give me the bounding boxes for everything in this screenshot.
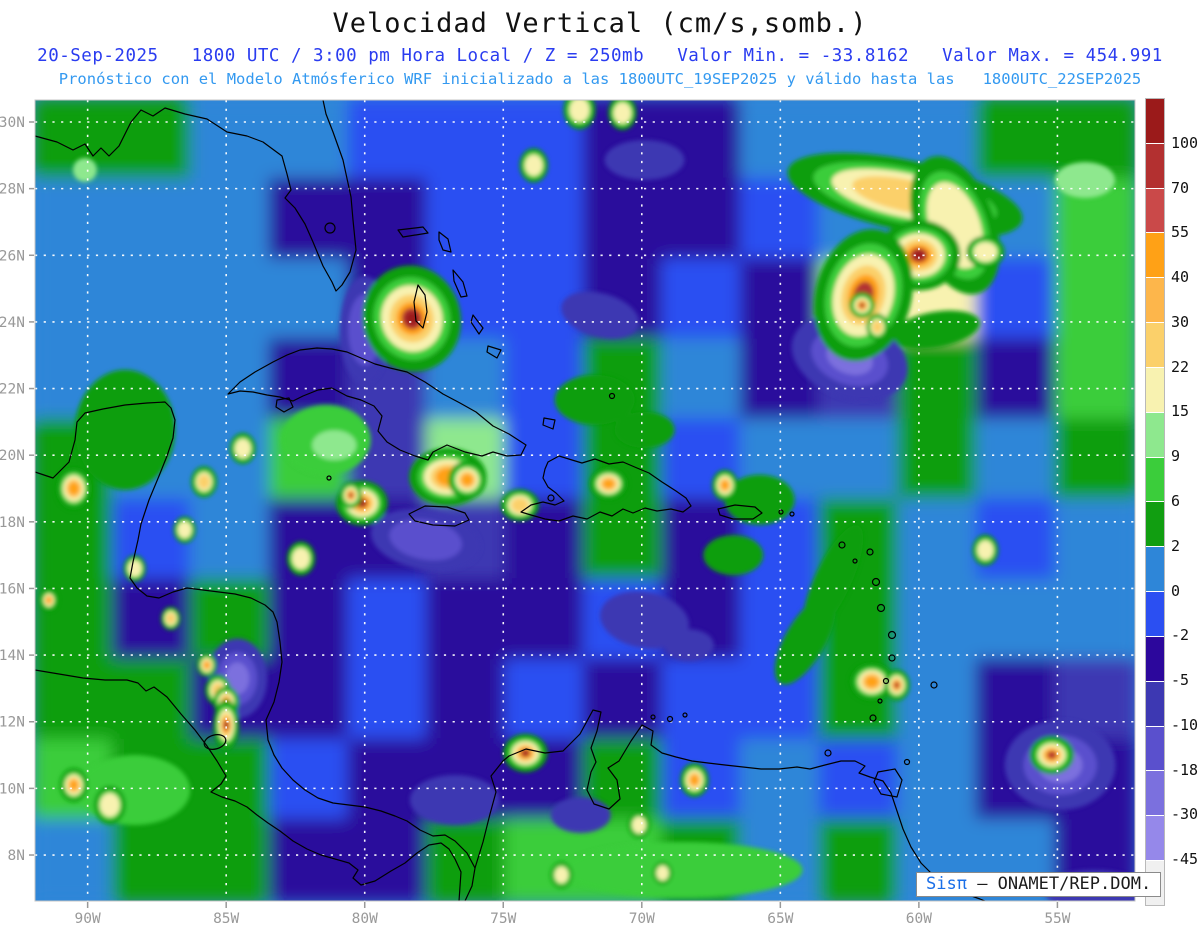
lake-nicaragua	[203, 734, 227, 750]
colorbar-label: 2	[1171, 536, 1181, 555]
forecast-info-line: Pronóstico con el Modelo Atmósferico WRF…	[58, 70, 1142, 88]
graticule-gridlines	[35, 100, 1135, 901]
colorbar-label: -10	[1171, 715, 1199, 734]
colorbar-segment	[1146, 367, 1164, 412]
lon-label: 90W	[75, 911, 101, 927]
lon-label: 55W	[1044, 911, 1070, 927]
south-america-coastline	[474, 709, 986, 902]
colorbar-segment	[1146, 636, 1164, 681]
colorbar-segment	[1146, 323, 1164, 367]
feature-blobs	[39, 100, 1135, 901]
colorbar-segment	[1146, 502, 1164, 547]
hispaniola-coastline	[520, 455, 692, 522]
colorbar-label: 30	[1171, 312, 1190, 331]
jamaica-coastline	[408, 505, 470, 527]
isla-juventud	[275, 397, 294, 413]
colorbar-legend	[1145, 98, 1165, 906]
lat-label: 14N	[0, 648, 25, 664]
colorbar-segment	[1146, 726, 1164, 771]
page-title: Velocidad Vertical (cm/s,somb.)	[332, 8, 868, 39]
colorbar-label: 70	[1171, 178, 1190, 197]
lat-label: 16N	[0, 581, 25, 597]
gulf-florida-coastline	[34, 99, 357, 292]
colorbar-label: -2	[1171, 626, 1190, 645]
bahamas-islands	[397, 226, 616, 430]
colorbar-segment	[1146, 457, 1164, 502]
colorbar-label: 15	[1171, 402, 1190, 421]
lon-label: 70W	[629, 911, 655, 927]
colorbar-segment	[1146, 771, 1164, 816]
colorbar-segment	[1146, 99, 1164, 143]
lat-label: 26N	[0, 248, 25, 264]
trinidad-coastline	[873, 768, 903, 798]
colorbar-label: -5	[1171, 671, 1190, 690]
colorbar-segment	[1146, 681, 1164, 726]
lat-label: 28N	[0, 182, 25, 198]
lat-label: 20N	[0, 448, 25, 464]
lon-label: 60W	[906, 911, 932, 927]
colorbar-segment	[1146, 233, 1164, 278]
colorbar-label: -45	[1171, 850, 1199, 869]
colorbar-label: 40	[1171, 268, 1190, 287]
map-border	[34, 99, 1136, 902]
colorbar-segment	[1146, 816, 1164, 861]
colorbar-segment	[1146, 547, 1164, 592]
pacific-coastline	[34, 669, 462, 902]
colorbar-label: 22	[1171, 357, 1190, 376]
cuba-coastline	[227, 347, 527, 461]
colorbar-label: 0	[1171, 581, 1181, 600]
colorbar-label: 6	[1171, 492, 1181, 510]
lat-label: 8N	[8, 848, 25, 864]
lon-label: 75W	[490, 911, 516, 927]
puerto-rico-coastline	[717, 504, 763, 520]
org-name: ONAMET/REP.DOM.	[997, 874, 1152, 894]
lat-label: 24N	[0, 315, 25, 331]
lon-label: 65W	[767, 911, 793, 927]
lat-label: 18N	[0, 515, 25, 531]
lon-label: 80W	[352, 911, 378, 927]
lat-label: 10N	[0, 781, 25, 797]
lon-label: 85W	[213, 911, 239, 927]
yucatan-central-america-coastline	[34, 401, 476, 902]
colorbar-label: 55	[1171, 223, 1190, 242]
colorbar-segment	[1146, 188, 1164, 233]
coastlines	[34, 99, 986, 902]
watermark-badge: Sisπ – ONAMET/REP.DOM.	[916, 872, 1162, 897]
axis-labels: 30N 28N 26N 24N 22N 20N 18N 16N 14N 12N 10N 8N 90W 85…	[0, 115, 1071, 927]
lesser-antilles-islands	[326, 475, 938, 766]
lake-okeechobee	[324, 222, 336, 234]
colorbar-label: -18	[1171, 760, 1199, 779]
lat-label: 30N	[0, 115, 25, 131]
colorbar-segment	[1146, 412, 1164, 457]
colorbar-label: 9	[1171, 447, 1181, 466]
lat-label: 12N	[0, 715, 25, 731]
colorbar-label: 100	[1171, 133, 1199, 152]
lat-label: 22N	[0, 382, 25, 398]
watermark-separator: –	[966, 874, 998, 894]
brand-logo-text: Sisπ	[926, 874, 967, 894]
colorbar-label: -30	[1171, 805, 1199, 824]
colorbar-segment	[1146, 143, 1164, 188]
colorbar-segment	[1146, 592, 1164, 636]
valid-time-line: 20-Sep-2025 1800 UTC / 3:00 pm Hora Loca…	[37, 46, 1163, 66]
colorbar-segment	[1146, 278, 1164, 323]
